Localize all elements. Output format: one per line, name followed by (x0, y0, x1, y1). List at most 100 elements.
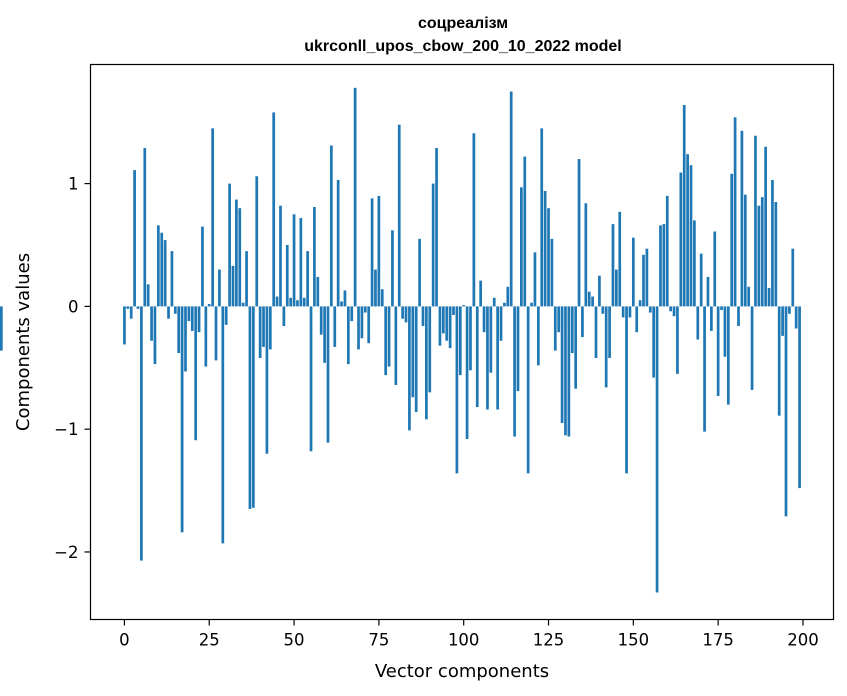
bar-component-81 (397, 124, 401, 307)
bar-component-74 (374, 269, 377, 307)
bar-component-99 (458, 306, 462, 376)
bar-component-9 (153, 306, 157, 365)
bar-component-26 (211, 128, 214, 307)
bar-component-170 (699, 253, 703, 307)
bar-component-29 (221, 306, 225, 544)
bar-component-192 (774, 202, 778, 307)
bar-component-44 (272, 112, 276, 307)
bar-component-56 (313, 206, 316, 307)
bar-component-124 (543, 190, 547, 307)
bar-component-23 (201, 226, 204, 307)
bar-component-134 (577, 159, 581, 307)
bar-component-186 (754, 135, 757, 307)
bar-component-49 (289, 297, 293, 307)
bar-component-41 (262, 306, 265, 347)
bar-component-69 (357, 306, 360, 350)
bar-component-198 (794, 306, 798, 329)
bar-component-178 (726, 306, 730, 405)
x-axis: 0 25 50 75 100 125 150 175 200 (119, 619, 819, 650)
bar-component-72 (367, 306, 371, 344)
bar-component-189 (764, 146, 767, 307)
bar-component-50 (292, 214, 296, 307)
bar-component-137 (587, 291, 591, 307)
bar-component-16 (177, 306, 181, 354)
y-axis-label: Components values (13, 253, 34, 431)
bar-component-100 (462, 305, 466, 307)
bar-component-174 (713, 231, 717, 307)
bar-component-149 (628, 306, 632, 318)
bar-component-31 (228, 183, 231, 307)
bar-component-179 (730, 173, 734, 307)
bar-component-53 (302, 297, 306, 307)
bar-component-191 (771, 179, 774, 307)
bar-component-136 (584, 203, 588, 307)
bar-component-106 (482, 306, 486, 333)
bar-component-141 (601, 306, 605, 314)
bar-component-113 (506, 286, 510, 307)
bar-component-87 (418, 238, 421, 307)
bar-component-52 (299, 217, 303, 307)
bar-component-175 (716, 306, 720, 397)
bar-component-130 (564, 306, 567, 436)
bar-component-185 (750, 306, 754, 390)
bar-component-40 (258, 306, 262, 358)
bar-component-162 (672, 306, 676, 317)
bar-component-25 (207, 303, 211, 307)
bar-component-131 (567, 306, 571, 437)
bar-component-63 (336, 179, 340, 307)
plot-frame (89, 63, 835, 621)
bar-component-11 (160, 232, 164, 307)
bar-component-117 (520, 187, 523, 307)
bar-component-17 (180, 306, 184, 533)
bar-component-101 (465, 306, 469, 439)
y-tick-label: 1 (68, 175, 79, 194)
bar-component-45 (275, 296, 279, 307)
bar-component-4 (136, 306, 140, 309)
bar-component-46 (279, 205, 282, 307)
bar-component-112 (503, 302, 506, 307)
bar-component-14 (170, 251, 174, 307)
bar-component-59 (323, 306, 326, 363)
bar-component-67 (350, 306, 354, 322)
bar-component-165 (682, 105, 686, 307)
x-tick-label: 125 (533, 631, 565, 650)
x-axis-label: Vector components (375, 661, 549, 682)
bar-component-128 (557, 306, 561, 333)
bar-component-199 (798, 306, 801, 489)
bar-component-7 (146, 284, 150, 307)
bar-component-73 (370, 198, 374, 307)
bar-component-187 (757, 205, 761, 307)
bar-component-32 (231, 265, 235, 307)
bar-component-70 (360, 306, 364, 339)
bar-component-94 (441, 306, 445, 334)
bar-component-107 (486, 306, 489, 410)
bar-component-140 (598, 275, 601, 307)
bar-component-183 (743, 194, 747, 307)
bar-component-167 (689, 165, 693, 307)
bar-component-24 (204, 306, 208, 367)
bar-component-79 (391, 230, 394, 307)
bar-component-18 (184, 306, 187, 372)
bar-component-47 (282, 306, 286, 327)
bar-component-120 (530, 302, 533, 307)
bar-component-34 (238, 208, 242, 307)
bar-component-159 (662, 224, 666, 307)
bar-component-123 (540, 128, 544, 307)
bar-component-38 (251, 306, 255, 508)
bar-component-51 (296, 300, 299, 307)
bar-component-193 (777, 306, 781, 416)
chart-title: соцреалізм (418, 15, 508, 32)
bar-component-125 (547, 208, 550, 307)
bar-component-122 (536, 306, 540, 366)
y-axis: −2 −1 0 1 (54, 175, 91, 562)
bar-component-3 (133, 170, 136, 307)
bar-component-164 (679, 172, 683, 307)
bar-component-177 (723, 306, 727, 357)
bar-component-61 (330, 145, 333, 307)
bar-component-139 (594, 306, 598, 358)
bar-component-1 (126, 306, 130, 309)
bar-component-84 (408, 306, 411, 431)
bar-component-48 (285, 245, 289, 307)
bar-component-35 (241, 302, 245, 307)
bar-component-158 (659, 225, 662, 307)
